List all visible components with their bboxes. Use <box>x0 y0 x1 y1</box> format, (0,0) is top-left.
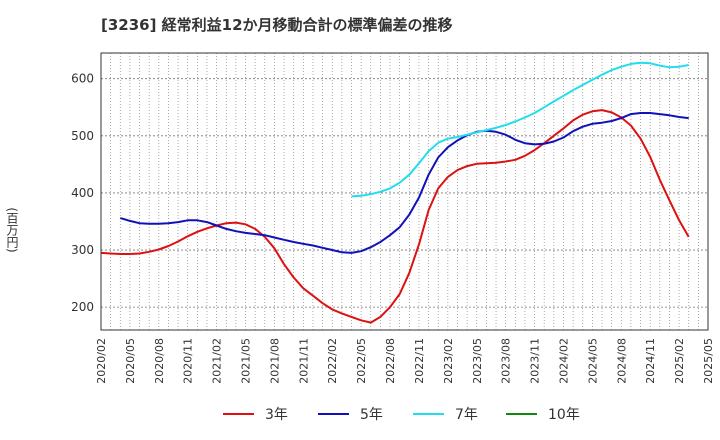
y-axis-ticks: 200 300 400 500 600 <box>71 72 94 314</box>
x-axis-ticks: 2020/02 2020/05 2020/08 2020/11 2021/02 2021/… <box>95 338 715 384</box>
x-tick-label: 2023/08 <box>500 338 513 384</box>
x-tick-label: 2020/05 <box>124 338 137 384</box>
legend-label-2: 7年 <box>455 407 478 423</box>
x-tick-label: 2024/05 <box>586 338 599 384</box>
x-tick-label: 2023/02 <box>442 338 455 384</box>
x-tick-label: 2020/11 <box>182 338 195 384</box>
y-tick-label: 300 <box>71 243 94 257</box>
series-line-0 <box>100 109 690 324</box>
x-tick-label: 2021/05 <box>240 338 253 384</box>
series-line-1 <box>120 112 689 254</box>
series-line-2 <box>351 61 689 198</box>
series-lines <box>100 61 690 324</box>
y-tick-label: 600 <box>71 72 94 86</box>
x-tick-label: 2023/11 <box>529 338 542 384</box>
y-tick-label: 400 <box>71 186 94 200</box>
x-tick-label: 2025/02 <box>673 338 686 384</box>
x-tick-label: 2021/11 <box>297 338 310 384</box>
x-tick-label: 2022/11 <box>413 338 426 384</box>
plot-frame <box>100 52 709 331</box>
legend-label-1: 5年 <box>360 407 383 423</box>
plot-background <box>101 53 708 330</box>
x-tick-label: 2022/05 <box>355 338 368 384</box>
x-tick-label: 2022/08 <box>384 338 397 384</box>
legend-label-3: 10年 <box>548 407 580 423</box>
x-tick-label: 2024/02 <box>557 338 570 384</box>
chart-title: [3236] 経常利益12か月移動合計の標準偏差の推移 <box>101 16 453 34</box>
y-tick-label: 200 <box>71 300 94 314</box>
y-axis-label: (百万円) <box>5 207 19 253</box>
x-tick-label: 2020/08 <box>153 338 166 384</box>
x-tick-label: 2020/02 <box>95 338 108 384</box>
x-tick-label: 2022/02 <box>326 338 339 384</box>
legend: 3年 5年 7年 10年 <box>223 407 580 423</box>
y-tick-label: 500 <box>71 129 94 143</box>
x-tick-label: 2025/05 <box>702 338 715 384</box>
x-tick-label: 2021/02 <box>211 338 224 384</box>
x-tick-label: 2024/11 <box>644 338 657 384</box>
grid <box>100 53 709 330</box>
x-tick-label: 2023/05 <box>471 338 484 384</box>
x-tick-label: 2021/08 <box>268 338 281 384</box>
x-tick-label: 2024/08 <box>615 338 628 384</box>
legend-label-0: 3年 <box>265 407 288 423</box>
